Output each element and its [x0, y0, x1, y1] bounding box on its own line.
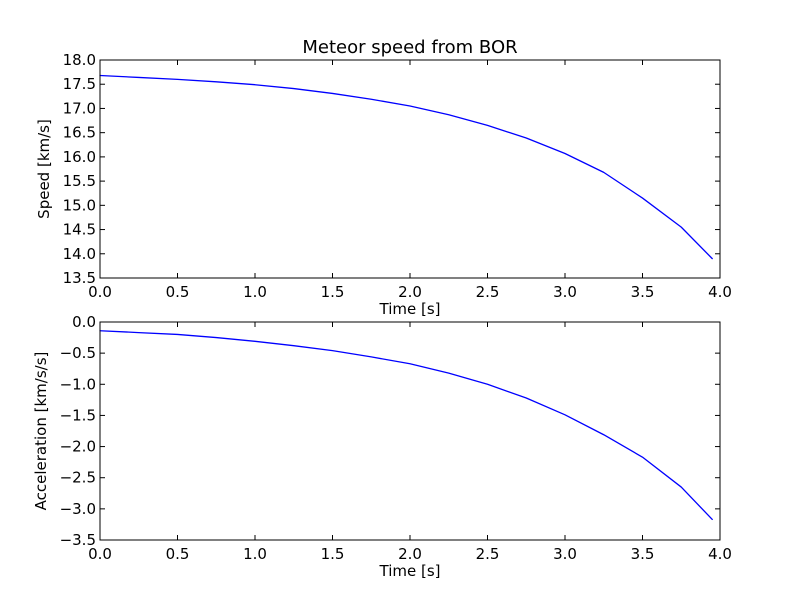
acceleration-y-tick-label: −2.5: [60, 469, 96, 487]
speed-y-tick-label: 16.5: [63, 124, 96, 142]
acceleration-y-tick-label: −3.5: [60, 531, 96, 549]
speed-x-axis-label: Time [s]: [379, 300, 441, 318]
speed-x-tick-label: 1.5: [321, 283, 345, 301]
speed-y-tick-label: 17.5: [63, 75, 96, 93]
acceleration-x-tick-label: 1.5: [321, 545, 345, 563]
speed-plot-frame: [99, 59, 721, 279]
speed-x-tick-label: 2.0: [398, 283, 422, 301]
acceleration-x-tick-label: 1.0: [243, 545, 267, 563]
acceleration-x-tick-label: 0.0: [88, 545, 112, 563]
acceleration-y-tick-label: −1.0: [60, 375, 96, 393]
speed-y-axis-label: Speed [km/s]: [35, 119, 53, 219]
speed-y-ticks: 13.5 14.0 14.5 15.0 15.5 16.0 16.5 17.0 17.5 18.0: [63, 51, 720, 287]
speed-x-tick-label: 2.5: [476, 283, 500, 301]
acceleration-y-tick-label: −2.0: [60, 438, 96, 456]
acceleration-x-tick-label: 2.5: [476, 545, 500, 563]
acceleration-y-tick-label: −1.5: [60, 406, 96, 424]
speed-x-tick-label: 3.5: [631, 283, 655, 301]
speed-x-tick-label: 3.0: [553, 283, 577, 301]
speed-x-tick-label: 4.0: [708, 283, 732, 301]
speed-x-ticks: 0.0 0.5 1.0 1.5 2.0 2.5 3.0 3.5 4.0: [88, 60, 732, 301]
speed-x-tick-label: 0.0: [88, 283, 112, 301]
acceleration-y-tick-label: −3.0: [60, 500, 96, 518]
acceleration-plot-frame: [99, 321, 721, 541]
speed-series-line: [99, 74, 713, 260]
speed-y-tick-label: 14.5: [63, 221, 96, 239]
speed-plot-area: [100, 60, 720, 278]
speed-chart: Meteor speed from BOR 0.0 0.5 1.0 1.5 2.0 2.5…: [35, 37, 732, 318]
acceleration-plot-area: [100, 322, 720, 540]
acceleration-series-line: [99, 330, 713, 521]
acceleration-x-axis-label: Time [s]: [379, 562, 441, 580]
speed-y-tick-label: 13.5: [63, 269, 96, 287]
acceleration-x-tick-label: 4.0: [708, 545, 732, 563]
acceleration-y-axis-label: Acceleration [km/s/s]: [32, 352, 50, 511]
acceleration-chart: 0.0 0.5 1.0 1.5 2.0 2.5 3.0 3.5 4.0 −3.5 −3.0 −2.5…: [32, 313, 732, 580]
acceleration-y-tick-label: 0.0: [72, 313, 96, 331]
speed-y-tick-label: 15.5: [63, 172, 96, 190]
acceleration-x-tick-label: 3.0: [553, 545, 577, 563]
speed-y-tick-label: 14.0: [63, 245, 96, 263]
speed-x-tick-label: 0.5: [166, 283, 190, 301]
speed-y-tick-label: 18.0: [63, 51, 96, 69]
acceleration-y-ticks: −3.5 −3.0 −2.5 −2.0 −1.5 −1.0 −0.5 0.0: [60, 313, 720, 549]
acceleration-y-tick-label: −0.5: [60, 344, 96, 362]
speed-chart-title: Meteor speed from BOR: [302, 37, 517, 58]
acceleration-x-tick-label: 0.5: [166, 545, 190, 563]
speed-y-tick-label: 15.0: [63, 196, 96, 214]
speed-y-tick-label: 16.0: [63, 148, 96, 166]
speed-y-tick-label: 17.0: [63, 99, 96, 117]
acceleration-x-ticks: 0.0 0.5 1.0 1.5 2.0 2.5 3.0 3.5 4.0: [88, 322, 732, 563]
acceleration-x-tick-label: 2.0: [398, 545, 422, 563]
speed-x-tick-label: 1.0: [243, 283, 267, 301]
acceleration-x-tick-label: 3.5: [631, 545, 655, 563]
